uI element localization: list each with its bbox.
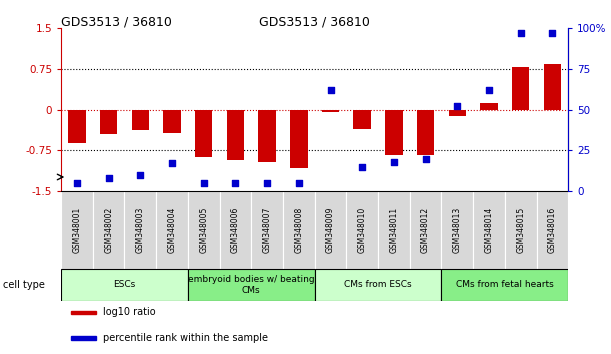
Point (357, 164, 367, 170)
Bar (93, 191, 125, 269)
Bar (290, 110, 307, 168)
Text: GSM348001: GSM348001 (73, 207, 81, 253)
Text: GSM348015: GSM348015 (516, 207, 525, 253)
Bar (61, 191, 93, 269)
Text: CMs from fetal hearts: CMs from fetal hearts (456, 280, 554, 290)
Point (452, 104, 462, 109)
Bar (354, 110, 371, 129)
Text: CMs from ESCs: CMs from ESCs (344, 280, 412, 290)
Bar (480, 103, 498, 110)
Point (230, 180, 240, 186)
Point (484, 87, 494, 93)
Bar (410, 191, 441, 269)
Bar (315, 191, 346, 269)
Bar (441, 191, 473, 269)
Bar (417, 110, 434, 155)
Text: GDS3513 / 36810: GDS3513 / 36810 (61, 15, 172, 28)
Text: GSM348004: GSM348004 (167, 207, 177, 253)
Bar (100, 110, 117, 134)
Bar (322, 110, 339, 112)
Point (136, 172, 145, 178)
Bar (188, 191, 219, 269)
Bar (512, 67, 529, 110)
Text: GSM348011: GSM348011 (389, 207, 398, 253)
Point (421, 156, 431, 161)
Bar (378, 191, 410, 269)
Point (262, 180, 272, 186)
Bar (251, 191, 283, 269)
Point (547, 30, 557, 36)
Bar (441, 269, 568, 301)
Bar (71, 310, 95, 314)
Text: GSM348005: GSM348005 (199, 207, 208, 253)
Bar (536, 191, 568, 269)
Title: GDS3513 / 36810: GDS3513 / 36810 (259, 15, 370, 28)
Bar (385, 110, 403, 155)
Point (326, 87, 335, 93)
Bar (505, 191, 536, 269)
Bar (131, 110, 149, 130)
Point (167, 161, 177, 166)
Point (199, 180, 208, 186)
Bar (163, 110, 181, 132)
Point (389, 159, 399, 165)
Bar (61, 269, 188, 301)
Point (104, 175, 114, 181)
Text: GSM348013: GSM348013 (453, 207, 462, 253)
Text: ESCs: ESCs (114, 280, 136, 290)
Text: GSM348016: GSM348016 (548, 207, 557, 253)
Bar (156, 191, 188, 269)
Bar (315, 269, 441, 301)
Text: log10 ratio: log10 ratio (103, 307, 156, 318)
Bar (71, 336, 95, 339)
Text: GSM348003: GSM348003 (136, 207, 145, 253)
Text: GSM348002: GSM348002 (104, 207, 113, 253)
Text: GSM348010: GSM348010 (357, 207, 367, 253)
Text: GSM348008: GSM348008 (295, 207, 303, 253)
Text: GSM348007: GSM348007 (263, 207, 272, 253)
Point (516, 30, 525, 36)
Point (294, 180, 304, 186)
Bar (258, 110, 276, 162)
Text: GSM348012: GSM348012 (421, 207, 430, 253)
Bar (68, 110, 86, 143)
Text: GSM348014: GSM348014 (485, 207, 494, 253)
Point (72, 180, 82, 186)
Text: embryoid bodies w/ beating
CMs: embryoid bodies w/ beating CMs (188, 275, 315, 295)
Bar (283, 191, 315, 269)
Text: GSM348009: GSM348009 (326, 207, 335, 253)
Bar (346, 191, 378, 269)
Bar (227, 110, 244, 160)
Bar (219, 191, 251, 269)
Bar (125, 191, 156, 269)
Bar (195, 110, 213, 157)
Bar (448, 110, 466, 116)
Text: GSM348006: GSM348006 (231, 207, 240, 253)
Bar (188, 269, 315, 301)
Bar (544, 64, 561, 110)
Bar (473, 191, 505, 269)
Text: cell type: cell type (3, 280, 45, 290)
Text: percentile rank within the sample: percentile rank within the sample (103, 333, 268, 343)
